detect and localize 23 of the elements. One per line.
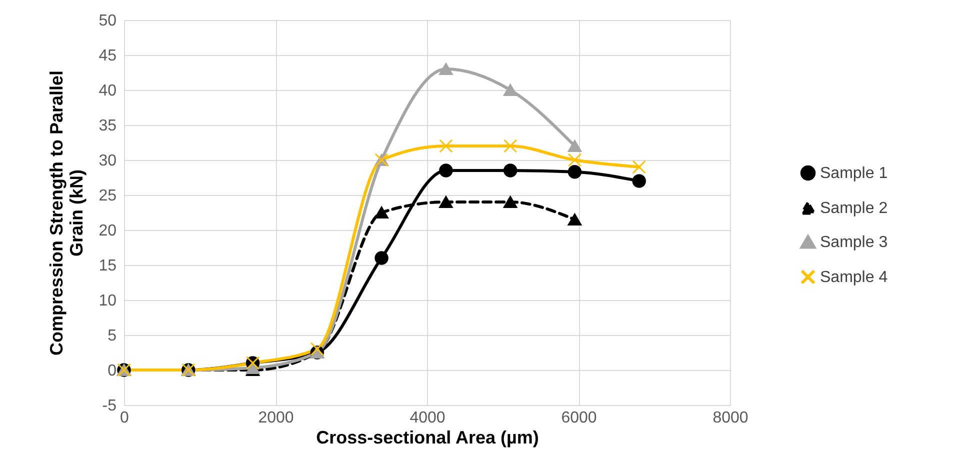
legend-label: Sample 2: [820, 200, 888, 217]
y-tick-label: 30: [98, 152, 117, 170]
x-axis-title: Cross-sectional Area (µm): [316, 428, 539, 448]
y-tick-label: 35: [98, 118, 117, 134]
x-tick-label: 0: [120, 410, 130, 426]
legend-label: Sample 1: [820, 165, 888, 182]
y-tick-label: -5: [102, 398, 117, 414]
x-tick-label: 6000: [561, 410, 597, 426]
legend-label: Sample 4: [820, 269, 888, 286]
y-tick-label: 50: [98, 12, 117, 30]
x-tick-label: 2000: [258, 410, 294, 426]
y-tick-label: 25: [98, 188, 117, 204]
x-tick-label: 8000: [712, 410, 748, 426]
y-tick-label: 15: [98, 258, 117, 274]
y-tick-label: 45: [98, 48, 117, 64]
y-tick-label: 5: [108, 328, 117, 344]
y-tick-label: 40: [98, 82, 117, 100]
y-tick-label: 0: [108, 362, 117, 380]
y-tick-label: 20: [98, 222, 117, 240]
x-tick-label: 4000: [410, 410, 446, 426]
y-tick-label: 10: [98, 292, 117, 310]
legend-label: Sample 3: [820, 234, 888, 251]
y-axis-title: Compression Strength to Parallel Grain (kN): [46, 70, 87, 356]
